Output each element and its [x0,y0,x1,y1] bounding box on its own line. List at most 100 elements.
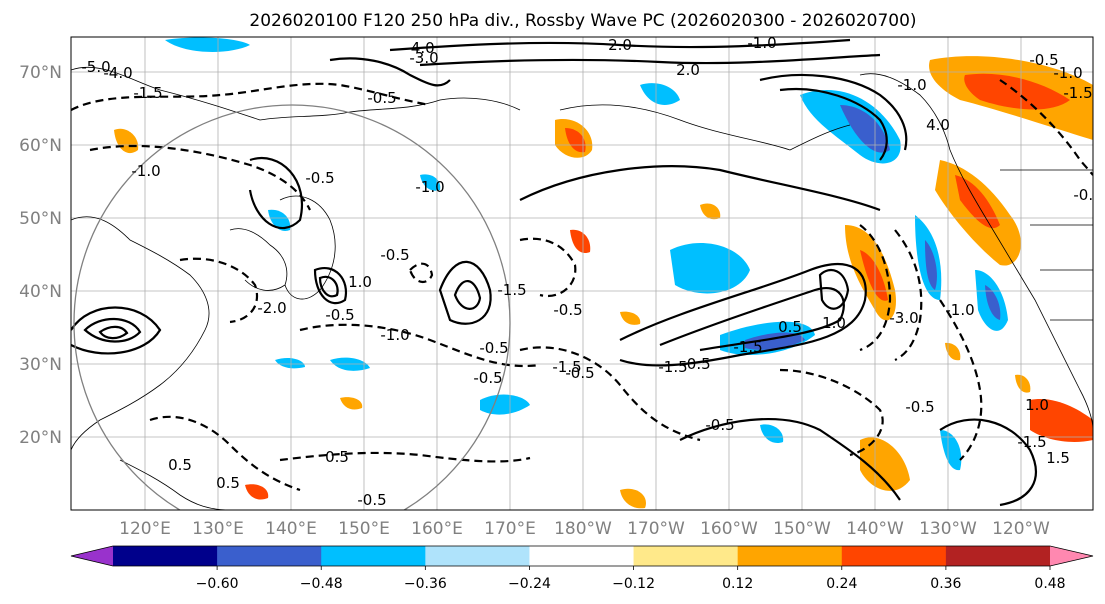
shade-patch [245,484,269,500]
shade-patch [860,250,888,301]
contour-label: -0.5 [380,246,409,264]
contour-label: -1.5 [497,281,526,299]
shade-patch [268,209,291,231]
dashed-contour-line [939,299,983,461]
shade-patch [420,174,441,191]
contour-label: -4.0 [103,64,132,82]
contour-label: -0.5 [1029,51,1058,69]
contour-line [779,88,888,161]
contour-label: -1.0 [415,178,444,196]
lat-tick-label: 70°N [19,63,62,83]
map-panel: -5.0-4.0-1.5 -0.5-1.0 -0.5 -1.0-0.5-2.01.0-… [70,34,1094,511]
shade-patch [945,342,961,361]
colorbar-tick-label: −0.24 [508,576,551,592]
contour-line [318,275,339,298]
contour-line [818,268,850,310]
contour-line [759,73,908,151]
contour-label: 1.0 [822,314,846,332]
colorbar-extend-min [71,546,113,566]
rossby-wave-contours [71,38,1037,507]
lon-tick-label: 150°W [773,519,831,539]
colorbar-segment [425,546,530,566]
lat-tick-label: 40°N [19,282,62,302]
contour-label: -1.5 [733,338,762,356]
coastline [71,216,210,451]
shade-patch [565,128,586,153]
contour-label: 0.5 [216,474,240,492]
lat-tick-label: 30°N [19,355,62,375]
shade-patch [860,437,910,491]
colorbar-segment [737,546,843,566]
contour-label: -1.5 [552,358,581,376]
map-content: -5.0-4.0-1.5 -0.5-1.0 -0.5 -1.0-0.5-2.01.0-… [71,34,1093,510]
contour-label: -1.0 [945,301,974,319]
contour-line [71,306,162,355]
colorbar-segment [321,546,426,566]
contour-label: -1.0 [380,326,409,344]
contour-line [419,53,881,67]
contour-line [313,267,348,305]
contour-label: -3.0 [889,309,918,327]
dashed-contour-line [71,82,431,111]
colorbar: −0.60 −0.48 −0.36 −0.24 −0.12 0.12 0.24 0.36 0.4… [70,545,1094,592]
colorbar-tick-label: −0.36 [404,576,447,592]
contour-label: 1.0 [348,273,372,291]
shade-patch [275,357,305,369]
shade-patch [570,229,591,254]
shade-patch [940,430,962,471]
region-circle [73,104,511,510]
colorbar-tick-label: −0.48 [300,576,343,592]
lon-tick-label: 120°W [992,519,1050,539]
dashed-contour-line [519,237,577,298]
contour-line [659,287,845,352]
shade-patch [620,488,646,509]
contour-label: -0.5 [473,369,502,387]
dashed-contour-line [408,262,434,283]
lon-tick-label: 160°E [411,519,463,539]
contour-label: 0.5 [325,448,349,466]
shade-patch [340,397,363,410]
contour-label: -0.5 [705,416,734,434]
contour-label: -1.5 [658,358,687,376]
shade-patch [165,37,250,52]
contour-line [453,280,482,310]
contour-labels: -5.0-4.0-1.5 -0.5-1.0 -0.5 -1.0-0.5-2.01.0-… [81,34,1093,509]
dashed-contour-line [519,346,701,442]
colorbar-tick-label: 0.12 [722,576,753,592]
contour-label: -0.5 [905,398,934,416]
coastline [859,73,1093,431]
shade-patch [925,240,937,290]
contour-label: 4.0 [926,116,950,134]
contour-label: 0.5 [168,456,192,474]
dashed-contour-line [89,144,311,211]
contour-line [98,325,129,340]
shade-patch [840,105,890,153]
contour-line [519,165,881,212]
coastlines [71,66,1093,510]
shade-patch [620,311,641,325]
contour-label: -1.0 [897,76,926,94]
contour-label: -1.0 [131,162,160,180]
colorbar-segment [113,546,218,566]
shade-patch [985,285,1001,320]
shade-patch [640,83,680,105]
coastline [279,195,336,300]
contour-label: -1.0 [747,34,776,52]
contour-line [389,38,851,52]
contour-line [679,417,901,501]
lon-tick-label: 130°W [919,519,977,539]
map-frame [70,36,1094,511]
lon-tick-label: 130°E [192,519,244,539]
contour-label: -0.5 [357,491,386,509]
lat-tick-label: 60°N [19,136,62,156]
contour-label: -0.5 [325,306,354,324]
contour-label: -0.5 [479,339,508,357]
lon-tick-label: 160°W [700,519,758,539]
border-line [1000,169,1093,321]
contour-line [329,57,451,87]
lon-tick-label: 140°W [846,519,904,539]
contour-label: -0.5 [681,355,710,373]
colorbar-tick-label: −0.12 [612,576,655,592]
shade-patch [1015,374,1031,393]
